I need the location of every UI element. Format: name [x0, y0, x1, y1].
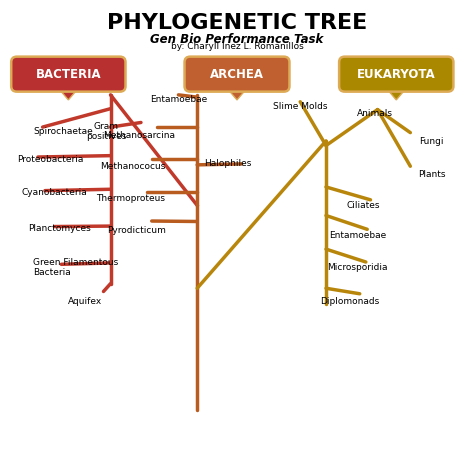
Text: Fungi: Fungi [419, 137, 444, 146]
FancyBboxPatch shape [11, 57, 126, 92]
Text: Gram
positives: Gram positives [86, 122, 126, 141]
Text: EUKARYOTA: EUKARYOTA [357, 68, 436, 81]
Polygon shape [57, 86, 80, 100]
Text: Pyrodicticum: Pyrodicticum [107, 226, 166, 235]
Text: Methanosarcina: Methanosarcina [103, 131, 174, 140]
Text: Spirochaetae: Spirochaetae [33, 127, 93, 136]
Text: ARCHEA: ARCHEA [210, 68, 264, 81]
Text: Gen Bio Performance Task: Gen Bio Performance Task [150, 33, 324, 46]
Text: Slime Molds: Slime Molds [273, 102, 328, 111]
FancyBboxPatch shape [184, 57, 290, 92]
Text: Animals: Animals [357, 109, 393, 118]
Text: Proteobacteria: Proteobacteria [17, 155, 83, 164]
Text: Ciliates: Ciliates [346, 201, 380, 210]
Text: Methanococus: Methanococus [100, 162, 166, 171]
Polygon shape [384, 86, 408, 100]
Text: Halophiles: Halophiles [204, 159, 251, 168]
Text: Entamoebae: Entamoebae [329, 231, 386, 240]
Text: Entamoebae: Entamoebae [150, 95, 207, 104]
FancyBboxPatch shape [339, 57, 454, 92]
Text: BACTERIA: BACTERIA [36, 68, 101, 81]
Text: Diplomonads: Diplomonads [320, 297, 379, 306]
Text: by: Charyll Inez L. Romanillos: by: Charyll Inez L. Romanillos [171, 42, 303, 51]
Polygon shape [225, 86, 249, 100]
Text: Microsporidia: Microsporidia [328, 263, 388, 272]
Text: Green Filamentous
Bacteria: Green Filamentous Bacteria [33, 258, 118, 277]
Text: Thermoproteus: Thermoproteus [96, 194, 164, 203]
Text: PHYLOGENETIC TREE: PHYLOGENETIC TREE [107, 14, 367, 34]
Text: Planctomyces: Planctomyces [28, 224, 91, 233]
Text: Plants: Plants [418, 170, 445, 178]
Text: Aquifex: Aquifex [68, 297, 102, 306]
Text: Cyanobacteria: Cyanobacteria [21, 188, 87, 197]
